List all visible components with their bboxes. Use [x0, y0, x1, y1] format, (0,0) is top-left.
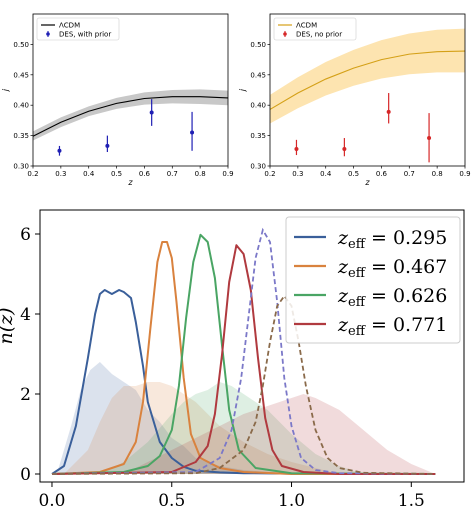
legend-z: z: [337, 314, 349, 336]
x-tick-label: 0.3: [292, 170, 303, 178]
legend-z: z: [337, 285, 349, 307]
plot-frame: [39, 209, 465, 483]
nz-curve: [51, 289, 436, 475]
y-axis-label: n(z): [0, 307, 17, 344]
x-tick-label: 0.8: [432, 170, 443, 178]
x-tick-label: 0.5: [111, 170, 122, 178]
legend-box: [273, 17, 357, 41]
chart-top-left: 0.2 0.3 0.4 0.5 0.6 0.7 0.8 0.9 0.30 0.35 0.40 0.45…: [1, 13, 234, 187]
nz-curve: [51, 241, 436, 475]
model-band: [270, 28, 465, 124]
y-tick-label: 0.50: [250, 41, 266, 49]
x-tick-label: 1.0: [278, 491, 305, 511]
x-tick-label: 0.0: [38, 491, 65, 511]
x-tick-label: 0.5: [158, 491, 185, 511]
legend-data-label: DES, with prior: [59, 31, 111, 39]
legend-value: = 0.771: [365, 314, 447, 336]
data-point: [57, 148, 62, 153]
legend-subscript: eff: [348, 295, 367, 310]
nz-dashed-curve: [51, 294, 436, 475]
legend-value: = 0.295: [365, 227, 447, 249]
y-tick-label: 2: [20, 385, 31, 405]
legend-model-label: ΛCDM: [59, 22, 80, 30]
y-tick-label: 4: [20, 305, 31, 325]
y-tick-label: 0.50: [13, 41, 29, 49]
x-tick-label: 0.6: [376, 170, 388, 178]
y-tick-label: 0.45: [13, 71, 29, 79]
legend-entry: zeff = 0.626: [337, 285, 447, 310]
legend-box: [285, 216, 461, 344]
y-axis-label: j: [1, 88, 10, 92]
legend-box: [36, 17, 120, 41]
legend-data-label: DES, no prior: [296, 31, 342, 39]
y-tick-label: 0.30: [13, 163, 29, 171]
model-line: [32, 96, 229, 137]
plot-frame: [269, 13, 466, 167]
x-tick-label: 0.9: [459, 170, 470, 178]
model-band: [33, 89, 228, 141]
y-tick-label: 0.35: [250, 132, 266, 140]
x-axis-label: z: [364, 178, 370, 187]
legend-value: = 0.467: [365, 256, 447, 278]
x-tick-label: 0.2: [27, 170, 38, 178]
shaded-distribution: [63, 382, 340, 474]
x-tick-label: 0.7: [404, 170, 415, 178]
data-point: [105, 143, 110, 148]
legend-subscript: eff: [348, 237, 367, 252]
legend-entry: zeff = 0.467: [337, 256, 447, 281]
x-tick-label: 0.4: [320, 170, 332, 178]
x-tick-label: 0.9: [222, 170, 233, 178]
legend-z: z: [337, 256, 349, 278]
nz-curve: [51, 233, 436, 475]
x-tick-label: 0.5: [348, 170, 359, 178]
nz-dashed-curve: [51, 227, 436, 475]
model-line: [269, 50, 466, 110]
data-point: [294, 146, 299, 151]
data-point: [342, 146, 347, 151]
legend-subscript: eff: [348, 266, 367, 281]
y-tick-label: 0: [20, 465, 31, 485]
legend-value: = 0.626: [365, 285, 447, 307]
x-tick-label: 0.3: [55, 170, 66, 178]
data-point: [427, 136, 432, 141]
y-tick-label: 0.40: [250, 102, 266, 110]
legend-point-swatch: [46, 32, 50, 36]
data-point: [149, 110, 154, 115]
y-tick-label: 0.40: [13, 102, 29, 110]
data-point: [190, 130, 195, 135]
x-tick-label: 0.4: [83, 170, 95, 178]
x-tick-label: 0.6: [139, 170, 151, 178]
x-tick-label: 0.8: [195, 170, 206, 178]
y-axis-label: j: [238, 88, 247, 92]
chart-top-right: 0.2 0.3 0.4 0.5 0.6 0.7 0.8 0.9 0.30 0.35 0.40 0.45…: [238, 13, 471, 187]
plot-frame: [32, 13, 229, 167]
shaded-distribution: [56, 362, 292, 474]
y-tick-label: 0.30: [250, 163, 266, 171]
legend-subscript: eff: [348, 324, 367, 339]
y-tick-label: 0.35: [13, 132, 29, 140]
x-tick-label: 1.5: [398, 491, 425, 511]
legend-entry: zeff = 0.295: [337, 227, 447, 252]
y-tick-label: 6: [20, 225, 31, 245]
y-tick-label: 0.45: [250, 71, 266, 79]
legend-point-swatch: [283, 32, 287, 36]
legend-z: z: [337, 227, 349, 249]
legend-model-label: ΛCDM: [296, 22, 317, 30]
legend-entry: zeff = 0.771: [337, 314, 447, 339]
nz-curve: [51, 244, 436, 475]
x-tick-label: 0.2: [264, 170, 275, 178]
data-point: [386, 109, 391, 114]
x-tick-label: 0.7: [167, 170, 178, 178]
x-axis-label: z: [127, 178, 133, 187]
